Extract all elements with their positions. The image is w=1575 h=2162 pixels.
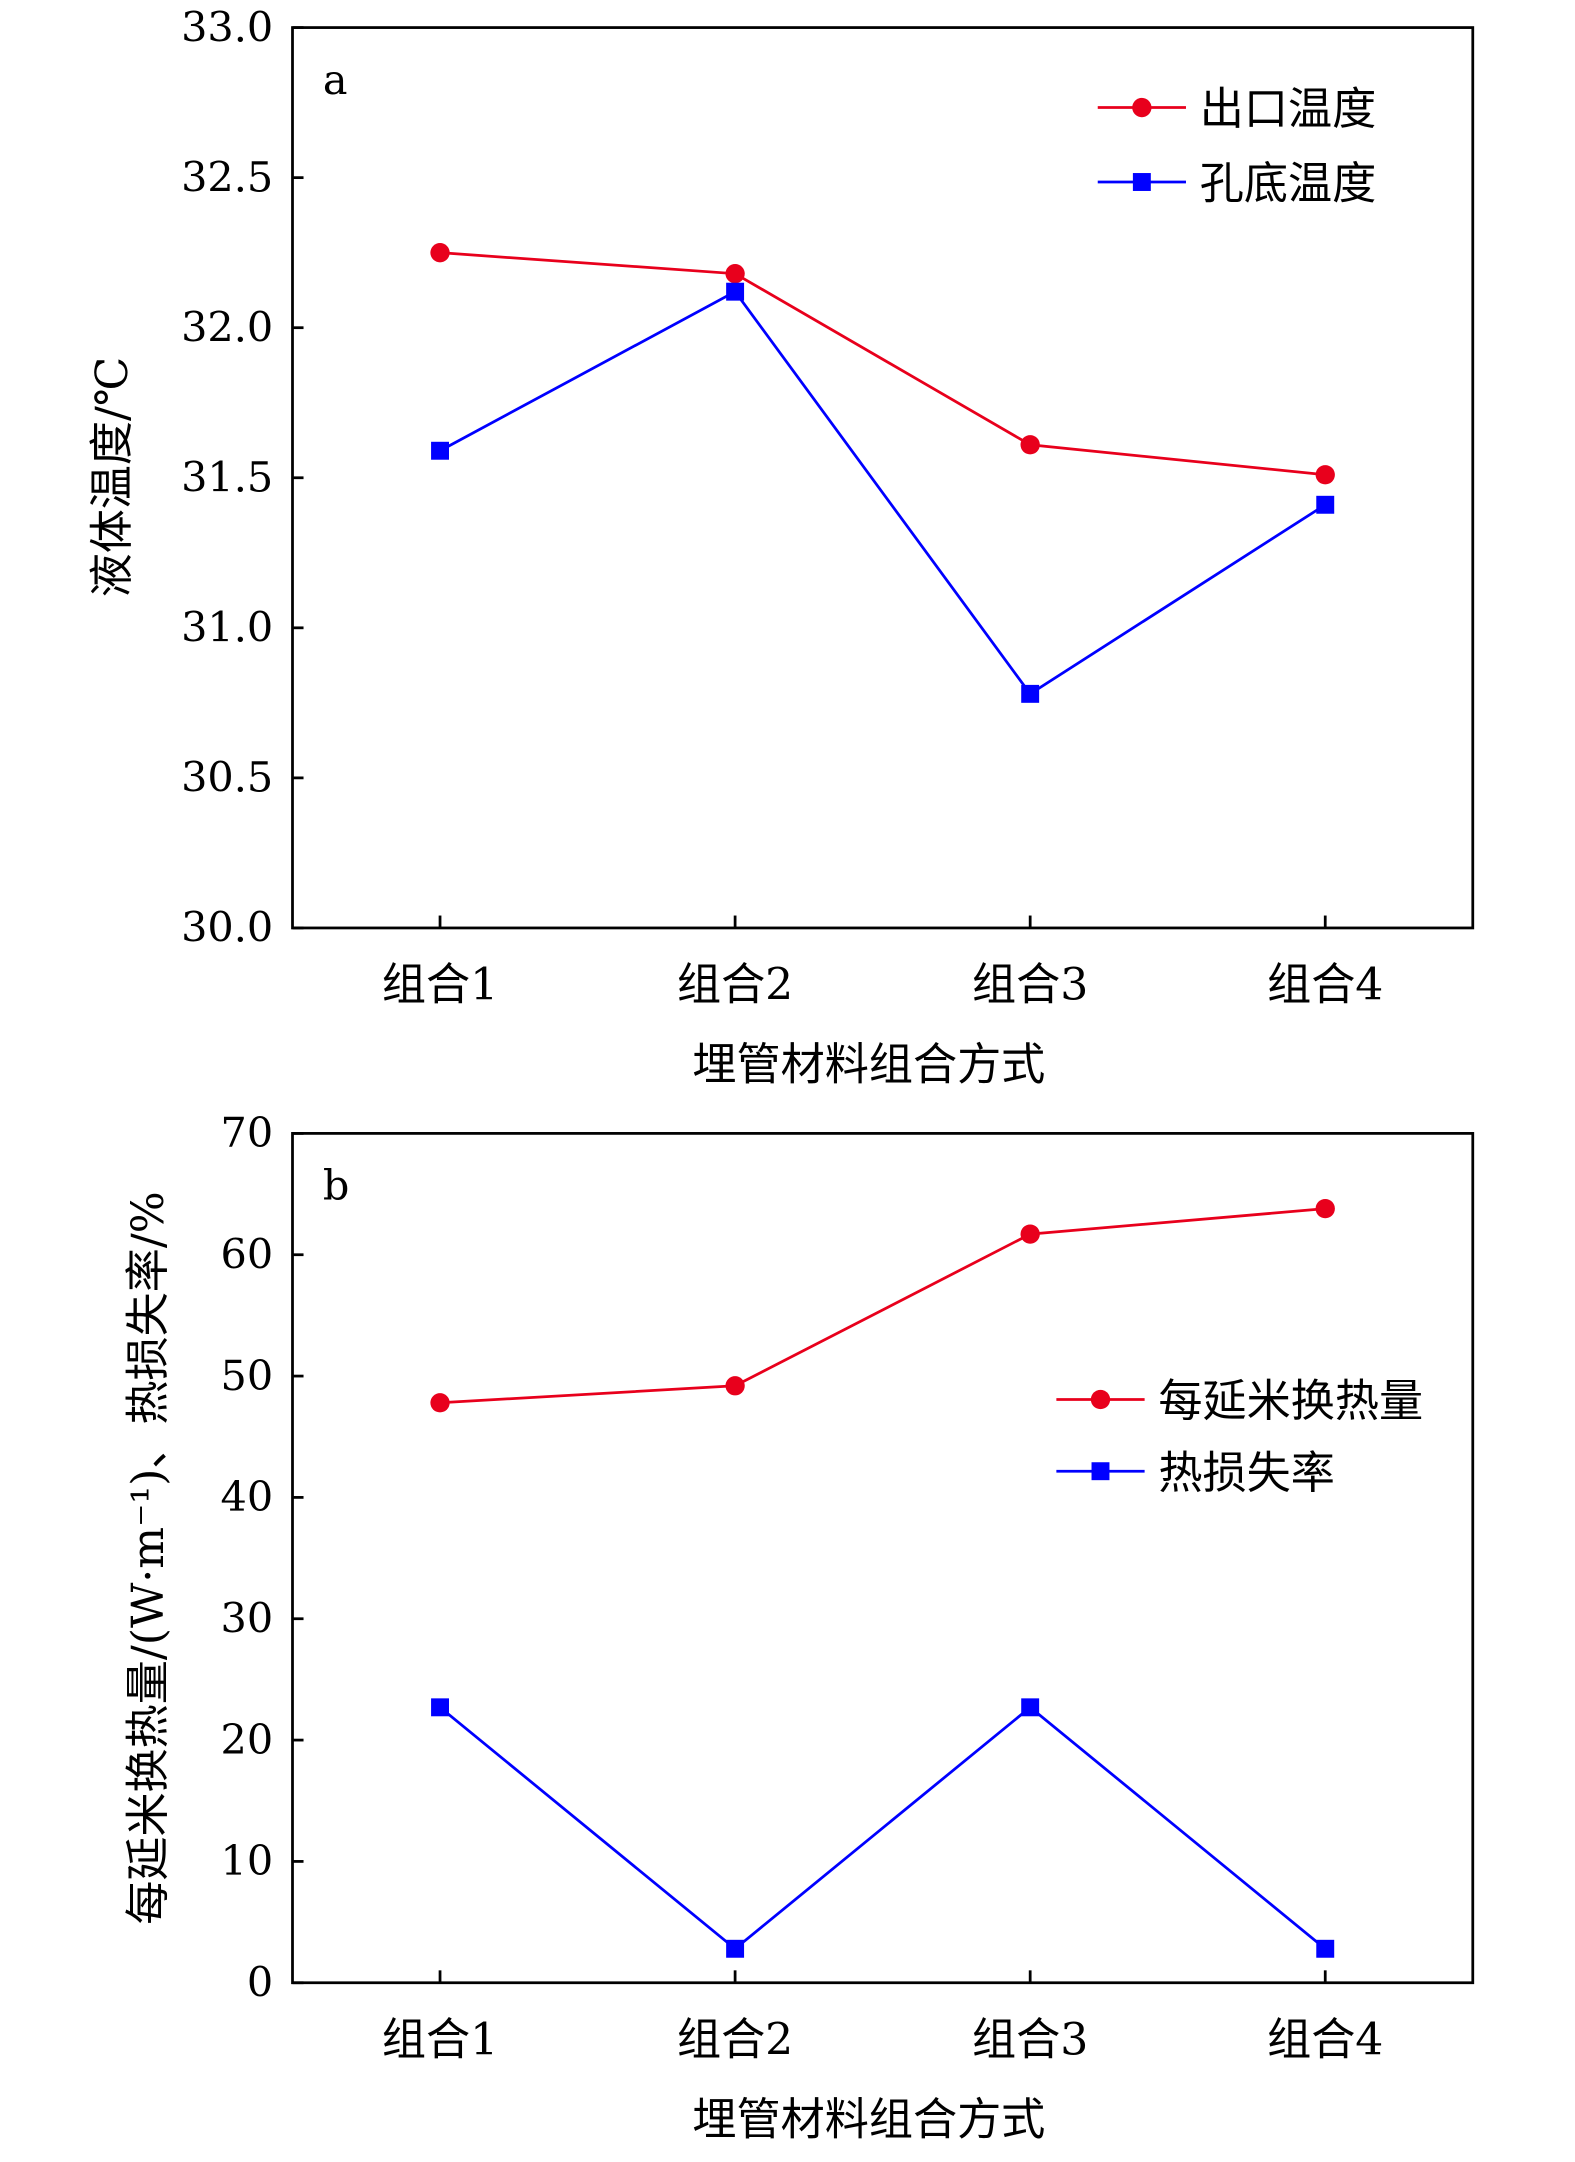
series-line [439, 289, 1326, 696]
y-tick-label: 40 [221, 1473, 274, 1521]
data-point [1020, 435, 1040, 455]
data-point [726, 1939, 745, 1958]
legend-label: 热损失率 [1158, 1448, 1334, 1499]
series-line [439, 251, 1326, 477]
data-point [1316, 495, 1335, 514]
y-tick-label: 31.0 [181, 604, 273, 652]
y-tick-label: 30.0 [181, 904, 273, 952]
y-tick-label: 32.0 [181, 303, 273, 351]
data-point [725, 1376, 745, 1396]
legend-item: 孔底温度 [1097, 159, 1376, 210]
y-axis-label: 每延米换热量/(W·m⁻¹)、热损失率/% [123, 1191, 174, 1924]
data-point [1020, 1224, 1040, 1244]
legend-item: 出口温度 [1097, 84, 1376, 135]
plot-frame [291, 1132, 1475, 1985]
data-point [431, 1698, 449, 1717]
x-tick-label: 组合3 [972, 960, 1088, 1011]
y-axis-label: 液体温度/℃ [87, 357, 138, 598]
y-tick-label: 32.5 [181, 153, 273, 201]
y-tick-label: 30.5 [181, 754, 273, 802]
x-axis-label: 埋管材料组合方式 [692, 1040, 1045, 1091]
y-tick-label: 20 [221, 1716, 274, 1764]
data-point [431, 441, 449, 460]
legend-label: 每延米换热量 [1158, 1376, 1423, 1427]
series-line [439, 1705, 1327, 1951]
legend-label: 出口温度 [1200, 84, 1376, 135]
data-point [726, 282, 745, 301]
series-0 [430, 1198, 1335, 1413]
series-1 [431, 282, 1335, 703]
x-tick-label: 组合4 [1267, 960, 1383, 1011]
data-point [1315, 1198, 1335, 1219]
legend-item: 每延米换热量 [1056, 1376, 1423, 1427]
legend-marker [1132, 173, 1151, 191]
data-point [430, 1393, 450, 1413]
data-point [1021, 1698, 1040, 1717]
series-0 [430, 243, 1335, 485]
legend-marker [1132, 97, 1152, 118]
y-tick-label: 33.0 [181, 3, 273, 51]
x-tick-label: 组合2 [677, 960, 793, 1011]
y-tick-label: 60 [221, 1231, 274, 1279]
y-tick-label: 30 [221, 1595, 274, 1643]
x-tick-label: 组合4 [1267, 2014, 1383, 2065]
y-tick-label: 10 [221, 1837, 274, 1885]
data-point [1316, 1939, 1335, 1958]
series-1 [431, 1698, 1335, 1958]
y-tick-label: 50 [221, 1352, 274, 1400]
y-tick-label: 31.5 [181, 454, 273, 502]
x-tick-label: 组合1 [382, 2014, 498, 2065]
data-point [1315, 465, 1335, 485]
x-tick-label: 组合3 [972, 2014, 1088, 2065]
x-axis-label: 埋管材料组合方式 [692, 2094, 1045, 2145]
x-tick-label: 组合1 [382, 960, 498, 1011]
panel-label: b [323, 1162, 349, 1210]
panel-label: a [323, 56, 348, 104]
legend-marker [1090, 1389, 1111, 1410]
data-point [430, 243, 450, 263]
data-point [725, 264, 745, 284]
legend-item: 热损失率 [1056, 1448, 1335, 1499]
data-point [1021, 684, 1040, 703]
legend-label: 孔底温度 [1200, 159, 1376, 210]
y-tick-label: 70 [221, 1109, 274, 1157]
chart-panel-a: 30.0 30.5 31.0 31.5 32.0 32.5 33.0 组合1 组合2 组合3 组合4… [87, 3, 1475, 1091]
series-line [439, 1207, 1326, 1405]
chart-panel-b: 0 10 20 30 40 50 60 70 组合1 组合2 组合3 组合4 埋管材料组合方式 每延米换热… [123, 1109, 1475, 2145]
legend-marker [1091, 1462, 1110, 1481]
x-tick-label: 组合2 [677, 2014, 793, 2065]
y-tick-label: 0 [247, 1959, 273, 2007]
